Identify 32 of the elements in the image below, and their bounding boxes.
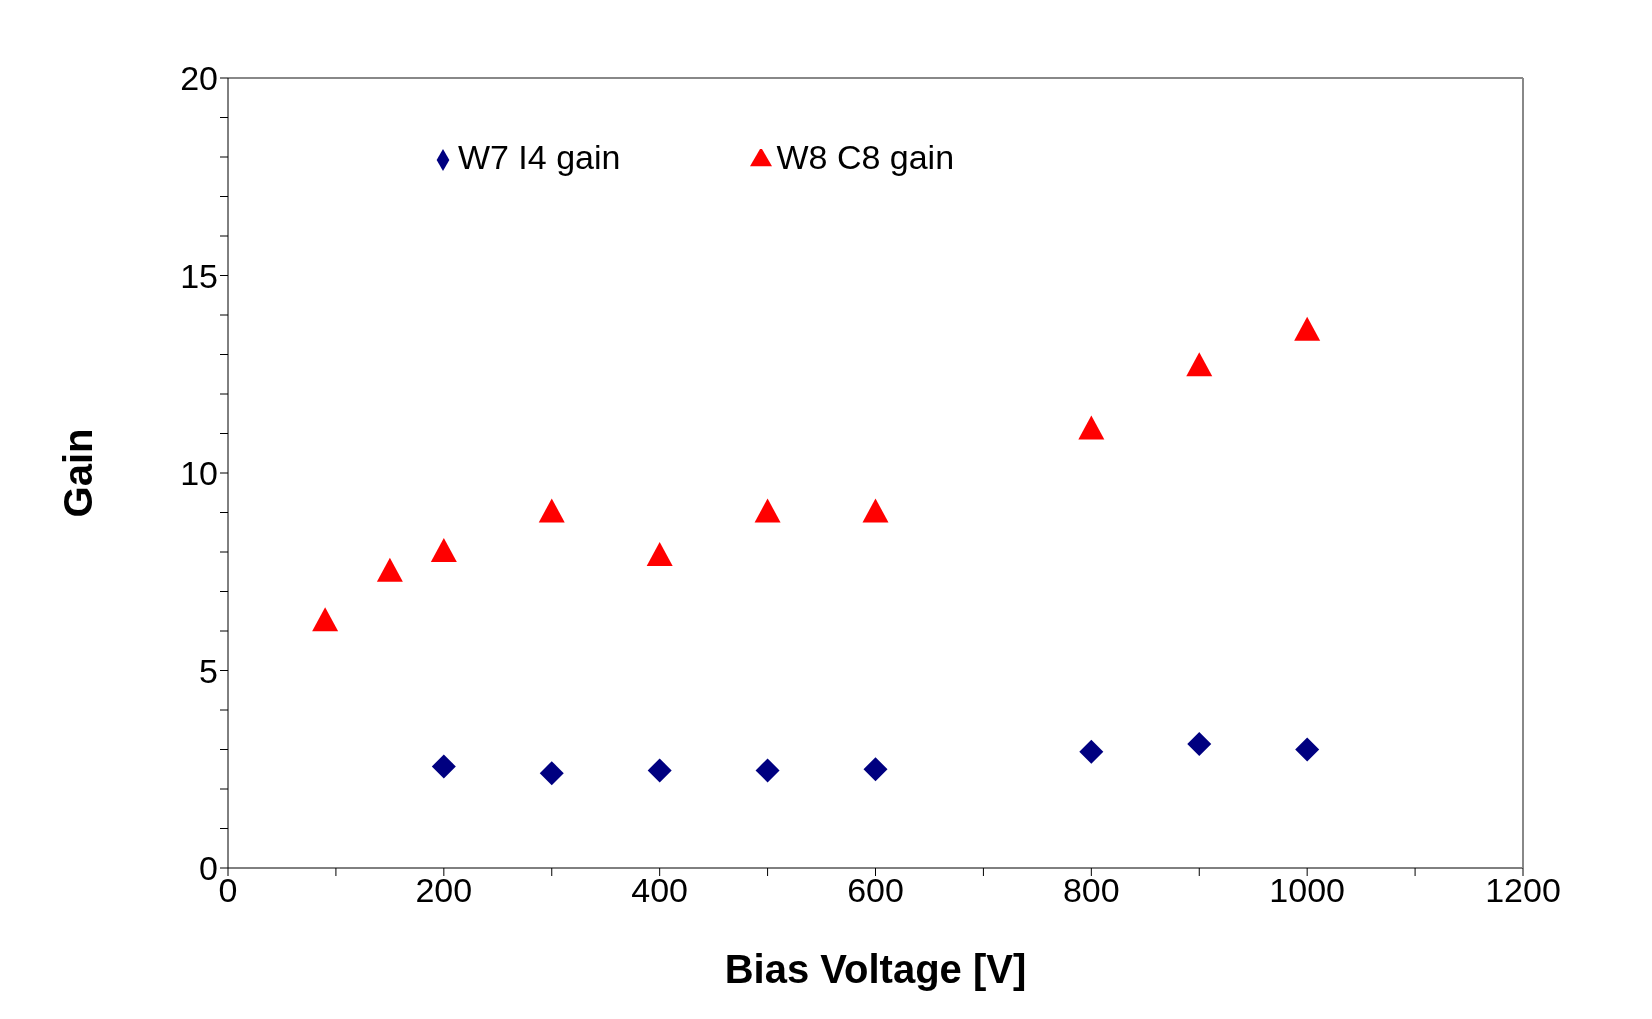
y-tick-label: 15	[180, 256, 218, 295]
x-tick-label: 400	[631, 871, 689, 910]
point	[1187, 731, 1212, 756]
point	[1079, 739, 1104, 764]
point	[863, 757, 888, 782]
x-tick-label: 1000	[1269, 871, 1345, 910]
x-tick-label: 600	[847, 871, 904, 910]
point	[1078, 415, 1105, 440]
legend-label: W8 C8 gain	[776, 138, 955, 176]
x-axis-title: Bias Voltage [V]	[724, 947, 1027, 991]
point	[646, 541, 673, 566]
point	[1186, 352, 1213, 377]
point	[1295, 737, 1320, 762]
x-tick-label: 1200	[1485, 871, 1561, 910]
point	[431, 754, 456, 779]
point	[647, 758, 672, 783]
y-tick-label: 20	[180, 59, 218, 98]
y-tick-label: 10	[180, 454, 218, 493]
x-tick-label: 200	[415, 871, 473, 910]
point	[755, 758, 780, 783]
point	[1294, 316, 1321, 341]
point	[539, 761, 564, 786]
point	[862, 498, 889, 523]
point	[430, 538, 457, 562]
point	[538, 498, 565, 523]
y-axis-title: Gain	[56, 428, 101, 518]
point	[754, 498, 781, 523]
y-tick-label: 5	[199, 651, 218, 690]
point	[312, 607, 339, 632]
x-tick-label: 800	[1062, 871, 1120, 910]
legend-label: W7 I4 gain	[457, 138, 621, 176]
point	[376, 557, 403, 582]
